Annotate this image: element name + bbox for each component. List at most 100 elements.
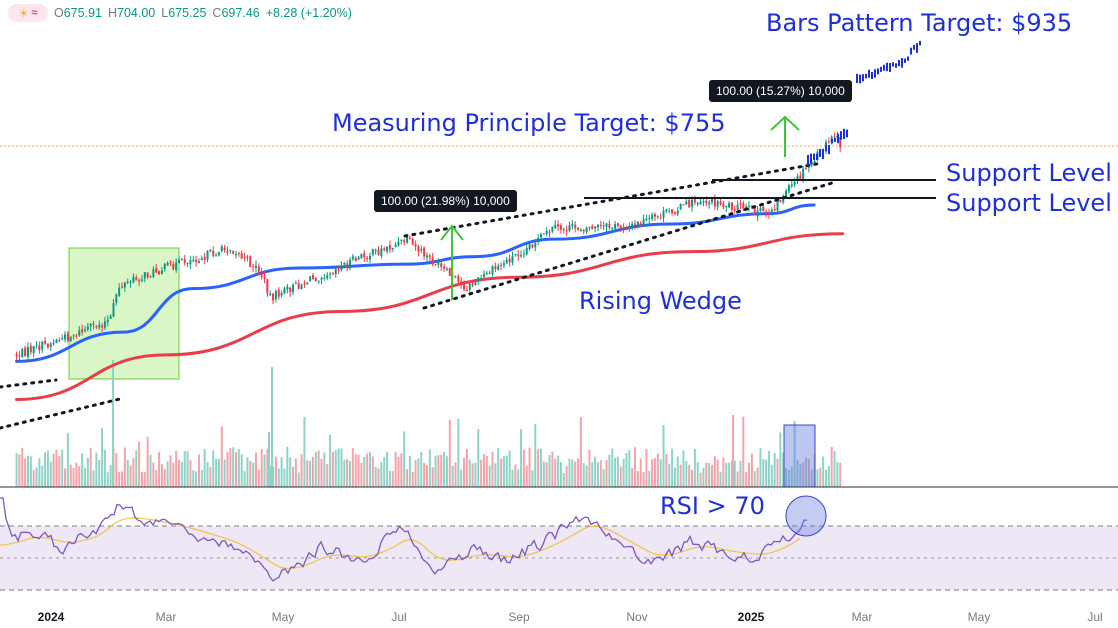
candle-body [448,268,451,277]
candle-body [95,326,98,328]
symbol-logo[interactable]: ☀ ≈ [8,4,48,22]
volume-bar [169,455,172,487]
volume-bar [408,456,411,487]
volume-bar [300,454,303,487]
candle-body [286,286,289,290]
volume-bar [480,459,483,487]
volume-bar [306,460,309,487]
volume-bar [437,455,440,487]
volume-bar [152,462,155,487]
candle-body [468,283,471,290]
volume-bar [189,459,192,487]
volume-bar [514,464,517,487]
x-tick-label: May [967,610,991,624]
candle-body [29,345,32,353]
volume-bar [83,467,86,487]
volume-bar [582,463,585,487]
candle-body [708,202,711,205]
candle-body [38,345,41,351]
volume-bar [81,453,84,487]
volume-bar [443,451,446,487]
candle-body [126,281,129,283]
volume-bar [762,459,765,487]
candle-body [52,342,55,344]
volume-bar [636,471,639,487]
volume-bar [765,459,768,487]
candle-body [565,229,568,232]
volume-bar [400,453,403,487]
volume-bar [474,462,477,487]
volume-bar [616,456,619,487]
x-tick-label: Mar [155,610,177,624]
volume-bar [568,458,571,487]
volume-bar [457,418,460,487]
candle-body [457,276,460,282]
rsi-pane [0,495,1118,591]
candle-body [106,319,109,323]
volume-bar [562,472,565,487]
candle-body [317,280,320,282]
candle-body [311,275,314,280]
candle-body [149,276,152,278]
candle-body [748,205,751,207]
volume-bar [98,459,101,487]
candle-body [668,210,671,212]
volume-bar [121,471,124,487]
volume-bar [551,451,554,487]
candle-body [645,218,648,221]
volume-bar [95,452,98,487]
volume-bar [494,463,497,487]
volume-bar [172,462,175,487]
volume-bar [454,462,457,487]
volume-bar [72,467,75,487]
candle-body [243,256,246,258]
candle-body [354,257,357,262]
volume-bar [220,426,223,487]
volume-bar [471,463,474,487]
volume-bar [44,452,47,487]
volume-bar [651,459,654,487]
volume-bar [323,452,326,487]
candle-body [491,266,494,274]
x-tick-label: Mar [851,610,873,624]
volume-bar [833,451,836,487]
candle-body [309,276,312,282]
candle-body [542,233,545,235]
volume-bar [246,457,249,487]
candle-body [391,247,394,250]
candle-body [44,341,47,344]
candle-body [437,262,440,265]
candle-body [118,287,121,296]
volume-bar [232,447,235,487]
candle-body [648,217,651,219]
volume-bar [537,449,540,487]
candle-body [494,265,497,269]
measure-arrow-2 [770,115,800,157]
volume-bar [611,448,614,487]
rsi-label: RSI > 70 [660,492,765,520]
volume-bar [710,464,713,487]
volume-bar [728,462,731,487]
volume-bar [326,463,329,487]
volume-bar [725,462,728,487]
candle-body [272,293,275,301]
volume-bar [249,460,252,487]
volume-bar [810,469,813,487]
candle-body [622,228,625,230]
volume-bar [759,448,762,487]
volume-bar [340,448,343,487]
volume-bar [705,462,708,487]
candle-body [485,273,488,275]
volume-bar [836,461,839,487]
candle-body [215,255,218,257]
candle-body [232,250,235,254]
candle-body [653,214,656,217]
volume-bar [522,449,525,487]
candle-body [103,321,106,328]
candle-body [839,137,842,148]
candle-body [186,262,189,265]
volume-bar [217,458,220,487]
volume-bar [18,454,21,487]
candle-body [411,238,414,245]
